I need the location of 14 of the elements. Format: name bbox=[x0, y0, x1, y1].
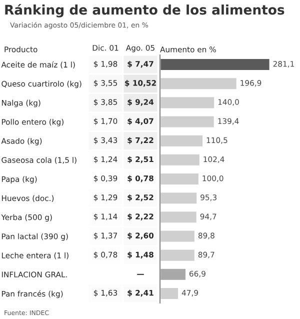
bar bbox=[160, 210, 198, 224]
bar bbox=[160, 229, 196, 244]
bar bbox=[160, 134, 204, 148]
bar bbox=[160, 191, 198, 205]
bar bbox=[160, 286, 180, 300]
bar bbox=[160, 76, 238, 91]
bar bbox=[160, 58, 271, 72]
bar bbox=[160, 153, 201, 167]
bar bbox=[160, 96, 216, 110]
chart-title: Ránking de aumento de los alimentos bbox=[5, 4, 284, 18]
bar bbox=[160, 172, 200, 186]
bar bbox=[160, 267, 187, 282]
bar bbox=[160, 248, 196, 262]
bar bbox=[160, 114, 216, 129]
